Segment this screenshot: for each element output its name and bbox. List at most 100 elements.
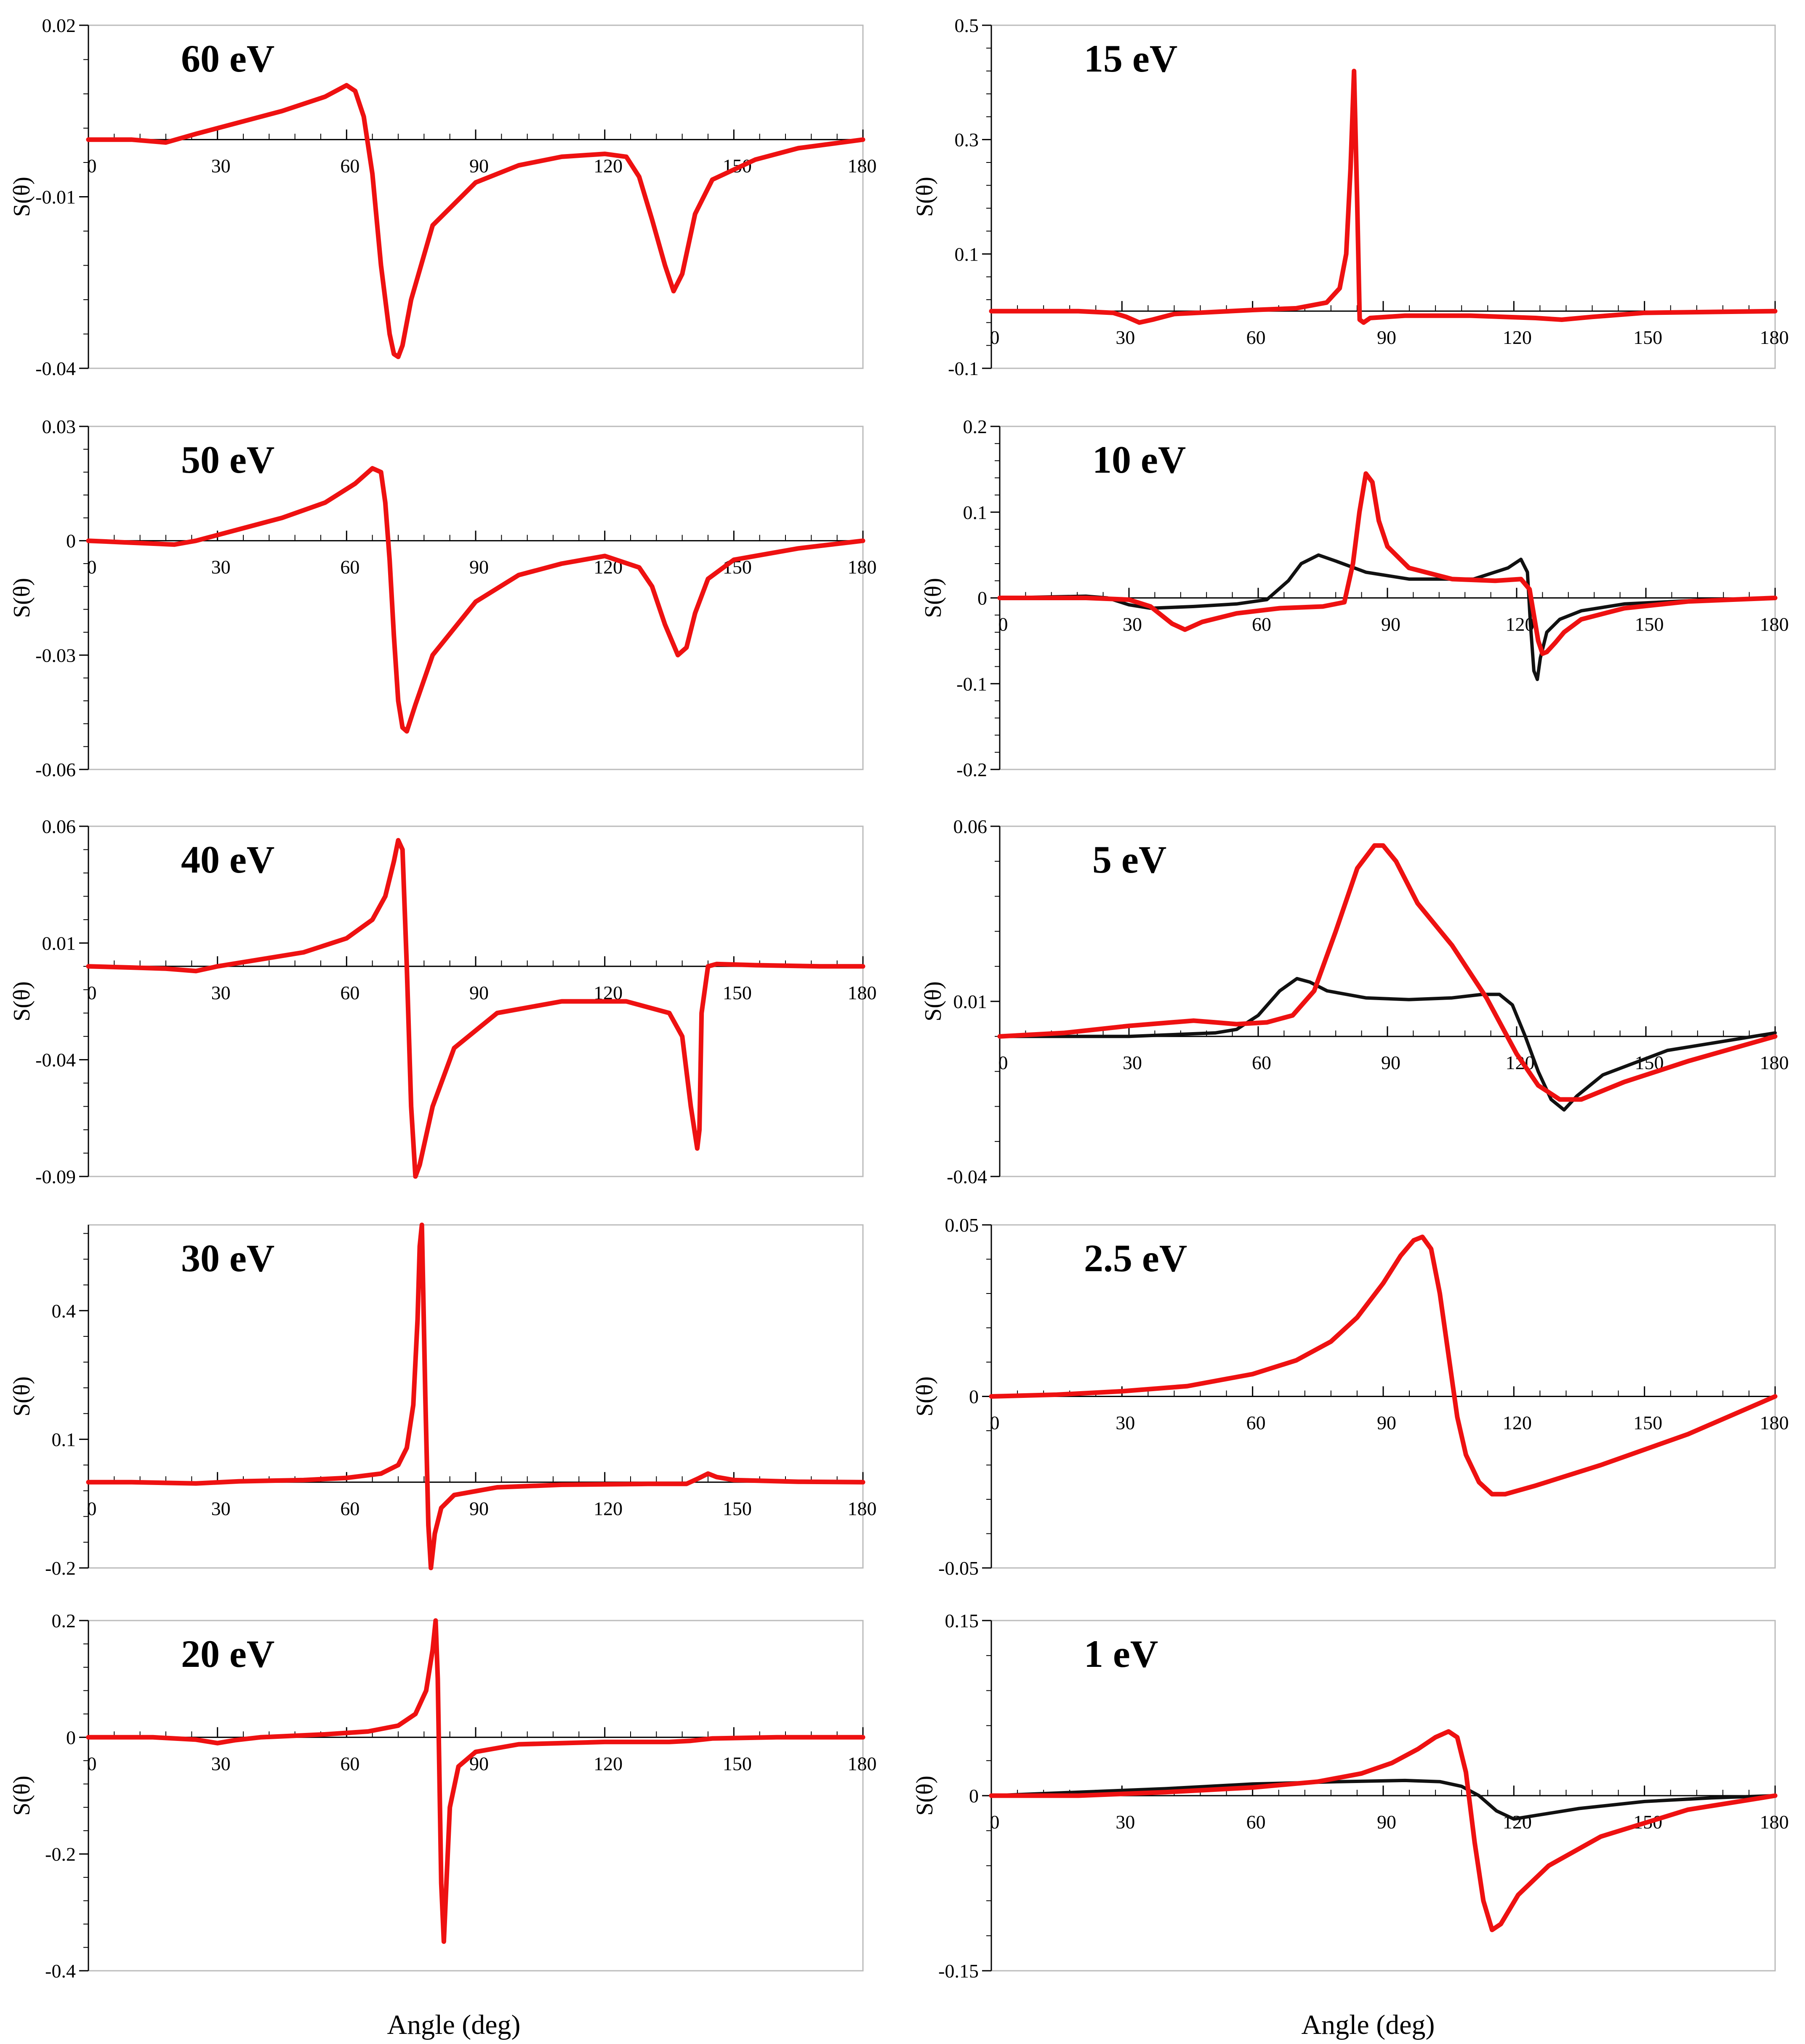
panel-title: 50 eV — [181, 438, 274, 481]
y-tick-label: 0 — [969, 1386, 979, 1408]
x-tick-label: 120 — [1503, 1412, 1532, 1434]
y-tick-label: 0.03 — [42, 416, 76, 437]
y-tick-label: 0 — [977, 588, 987, 609]
x-tick-label: 0 — [998, 1052, 1008, 1073]
y-tick-label: -0.1 — [948, 358, 979, 379]
y-tick-label: -0.2 — [956, 759, 987, 780]
x-tick-label: 0 — [990, 1412, 1000, 1434]
x-tick-label: 180 — [1760, 614, 1789, 635]
y-axis-label: S(θ) — [912, 1775, 938, 1815]
y-axis-label: S(θ) — [9, 578, 35, 618]
x-tick-label: 60 — [340, 982, 359, 1003]
x-tick-label: 0 — [87, 155, 97, 177]
x-tick-label: 60 — [340, 556, 359, 578]
panel-title: 15 eV — [1084, 37, 1177, 80]
panel-title: 2.5 eV — [1084, 1237, 1187, 1280]
x-tick-label: 180 — [1760, 1412, 1789, 1434]
series-line-red — [86, 83, 865, 359]
x-tick-label: 180 — [848, 1753, 877, 1774]
x-axis-label-right: Angle (deg) — [1301, 2009, 1435, 2040]
x-tick-label: 0 — [87, 556, 97, 578]
x-tick-label: 180 — [1760, 327, 1789, 348]
y-tick-label: 0.2 — [52, 1610, 76, 1631]
x-tick-label: 0 — [87, 1753, 97, 1774]
series-line-red — [86, 1222, 865, 1570]
y-axis-label: S(θ) — [9, 981, 35, 1021]
x-tick-label: 90 — [1377, 1811, 1396, 1833]
x-tick-label: 150 — [723, 1498, 752, 1519]
series-line-red — [86, 466, 865, 734]
x-tick-label: 180 — [848, 1498, 877, 1519]
y-tick-label: 0.2 — [963, 416, 988, 437]
x-tick-label: 30 — [1123, 614, 1142, 635]
y-axis-label: S(θ) — [9, 1775, 35, 1815]
y-axis-label: S(θ) — [912, 1376, 938, 1416]
chart-panel-15eV: 0.5 0.3 0.1 -0.1 0 30 60 90 120 150 180 S(θ) 15 eV — [912, 15, 1789, 379]
x-tick-label: 30 — [1115, 327, 1135, 348]
x-tick-label: 150 — [723, 1753, 752, 1774]
series-line-black — [998, 977, 1777, 1112]
x-tick-label: 90 — [469, 155, 489, 177]
x-tick-label: 0 — [990, 1811, 1000, 1833]
y-tick-label: 0.01 — [42, 932, 76, 954]
x-tick-label: 180 — [848, 556, 877, 578]
series-line-red — [989, 1729, 1778, 1932]
y-tick-label: -0.03 — [35, 644, 76, 666]
y-tick-label: 0 — [969, 1785, 979, 1807]
y-axis-label: S(θ) — [912, 177, 938, 217]
y-tick-label: 0 — [66, 530, 76, 552]
y-tick-label: -0.01 — [35, 186, 76, 208]
x-tick-label: 180 — [848, 982, 877, 1003]
y-tick-label: 0.01 — [953, 991, 988, 1012]
x-tick-label: 60 — [1252, 614, 1271, 635]
y-tick-label: -0.05 — [938, 1557, 979, 1579]
x-tick-label: 180 — [1760, 1811, 1789, 1833]
y-tick-label: 0.1 — [52, 1429, 76, 1450]
x-tick-label: 60 — [340, 1753, 359, 1774]
x-tick-label: 30 — [211, 556, 231, 578]
x-tick-label: 60 — [1246, 1412, 1266, 1434]
panel-title: 20 eV — [181, 1632, 274, 1675]
x-tick-label: 120 — [594, 155, 623, 177]
x-axis-label-left: Angle (deg) — [387, 2009, 520, 2040]
x-tick-label: 30 — [211, 1498, 231, 1519]
x-tick-label: 180 — [1760, 1052, 1789, 1073]
y-axis-label: S(θ) — [920, 578, 946, 618]
y-tick-label: 0.3 — [955, 129, 979, 151]
x-tick-label: 90 — [469, 1498, 489, 1519]
x-tick-label: 30 — [1115, 1811, 1135, 1833]
x-tick-label: 0 — [87, 1498, 97, 1519]
x-tick-label: 90 — [469, 982, 489, 1003]
x-tick-label: 90 — [1381, 614, 1400, 635]
y-tick-label: -0.04 — [35, 1049, 76, 1071]
x-tick-label: 90 — [1377, 327, 1396, 348]
y-tick-label: -0.04 — [947, 1166, 987, 1187]
y-tick-label: 0.1 — [955, 243, 979, 265]
y-tick-label: -0.15 — [938, 1960, 979, 1982]
x-tick-label: 60 — [1252, 1052, 1271, 1073]
y-tick-label: -0.2 — [45, 1557, 76, 1579]
panel-title: 1 eV — [1084, 1632, 1158, 1675]
panel-title: 10 eV — [1092, 438, 1186, 481]
x-tick-label: 0 — [87, 982, 97, 1003]
chart-panel-40eV: 0.060.01-0.04-0.090 30 60 90 120 150 180S(θ)40… — [9, 816, 877, 1187]
x-tick-label: 120 — [594, 1753, 623, 1774]
x-tick-label: 0 — [998, 614, 1008, 635]
series-line-red — [86, 1618, 865, 1944]
y-tick-label: 0 — [66, 1727, 76, 1748]
y-tick-label: -0.2 — [45, 1844, 76, 1865]
x-tick-label: 60 — [340, 155, 359, 177]
series-line-red — [997, 471, 1778, 656]
y-tick-label: 0.5 — [955, 15, 979, 36]
x-tick-label: 150 — [723, 982, 752, 1003]
y-tick-label: 0.05 — [945, 1214, 979, 1236]
series-line-black — [998, 553, 1777, 681]
y-axis-label: S(θ) — [9, 177, 35, 217]
chart-panel-30eV: 0.4 0.1 -0.2 0 30 60 90 120 150 180 S(θ) 30 eV — [9, 1222, 877, 1579]
y-tick-label: -0.04 — [35, 358, 76, 379]
